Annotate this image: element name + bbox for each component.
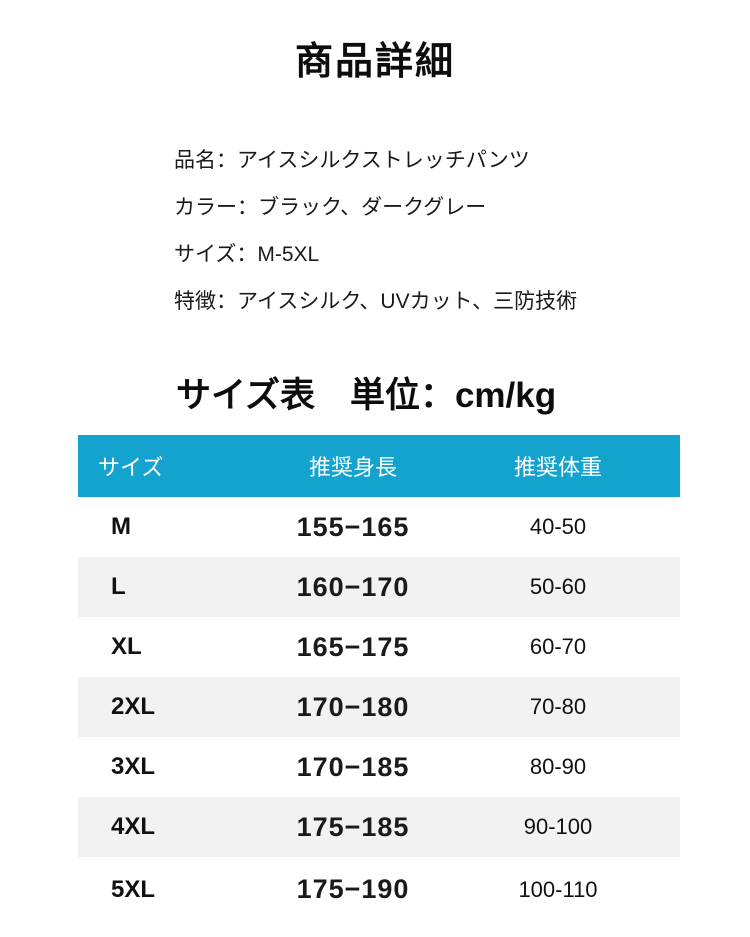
cell-recommended-height: 165−175 — [296, 631, 410, 662]
cell-recommended-height: 155−165 — [296, 511, 410, 542]
size-table: サイズ 推奨身長 推奨体重 M 155−165 40-50 L 160−170 50-60… — [78, 435, 680, 922]
cell-recommended-weight: 90-100 — [523, 814, 593, 839]
cell-recommended-weight: 40-50 — [529, 514, 587, 539]
column-header-height: 推奨身長 — [308, 455, 397, 480]
size-table-heading: サイズ表 単位：cm/kg — [176, 376, 557, 415]
cell-size: 5XL — [111, 875, 156, 903]
cell-size: M — [111, 513, 131, 540]
page-title: 商品詳細 — [294, 41, 455, 83]
cell-recommended-weight: 100-110 — [518, 876, 598, 902]
product-color-line: カラー：ブラック、ダークグレー — [174, 196, 487, 219]
column-header-size: サイズ — [98, 455, 164, 480]
table-row: 3XL 170−185 80-90 — [78, 737, 680, 797]
cell-recommended-height: 175−185 — [296, 811, 410, 842]
table-row: 2XL 170−180 70-80 — [78, 677, 680, 737]
column-header-weight: 推奨体重 — [513, 455, 602, 480]
cell-recommended-weight: 60-70 — [529, 634, 587, 659]
size-table-body: M 155−165 40-50 L 160−170 50-60 XL 165−175 60-70… — [78, 497, 680, 922]
cell-recommended-height: 175−190 — [296, 874, 410, 904]
cell-size: XL — [111, 633, 142, 660]
cell-size: 2XL — [111, 693, 156, 720]
table-row: 4XL 175−185 90-100 — [78, 797, 680, 857]
size-table-header-row: サイズ 推奨身長 推奨体重 — [78, 435, 680, 497]
table-row: 5XL 175−190 100-110 — [78, 857, 680, 922]
cell-recommended-height: 170−185 — [296, 751, 410, 782]
cell-recommended-weight: 80-90 — [529, 754, 587, 779]
cell-recommended-weight: 70-80 — [529, 694, 587, 719]
cell-size: L — [111, 573, 126, 600]
cell-recommended-weight: 50-60 — [529, 574, 587, 599]
table-row: L 160−170 50-60 — [78, 557, 680, 617]
table-row: XL 165−175 60-70 — [78, 617, 680, 677]
cell-recommended-height: 160−170 — [296, 571, 410, 602]
table-row: M 155−165 40-50 — [78, 497, 680, 557]
product-feature-line: 特徴：アイスシルク、UVカット、三防技術 — [174, 290, 578, 313]
cell-size: 4XL — [111, 813, 156, 840]
product-info-block: 品名：アイスシルクストレッチパンツ カラー：ブラック、ダークグレー サイズ：M-… — [174, 137, 750, 325]
cell-size: 3XL — [111, 753, 156, 780]
cell-recommended-height: 170−180 — [296, 691, 410, 722]
product-name-line: 品名：アイスシルクストレッチパンツ — [174, 149, 530, 172]
product-size-line: サイズ：M-5XL — [174, 243, 320, 266]
